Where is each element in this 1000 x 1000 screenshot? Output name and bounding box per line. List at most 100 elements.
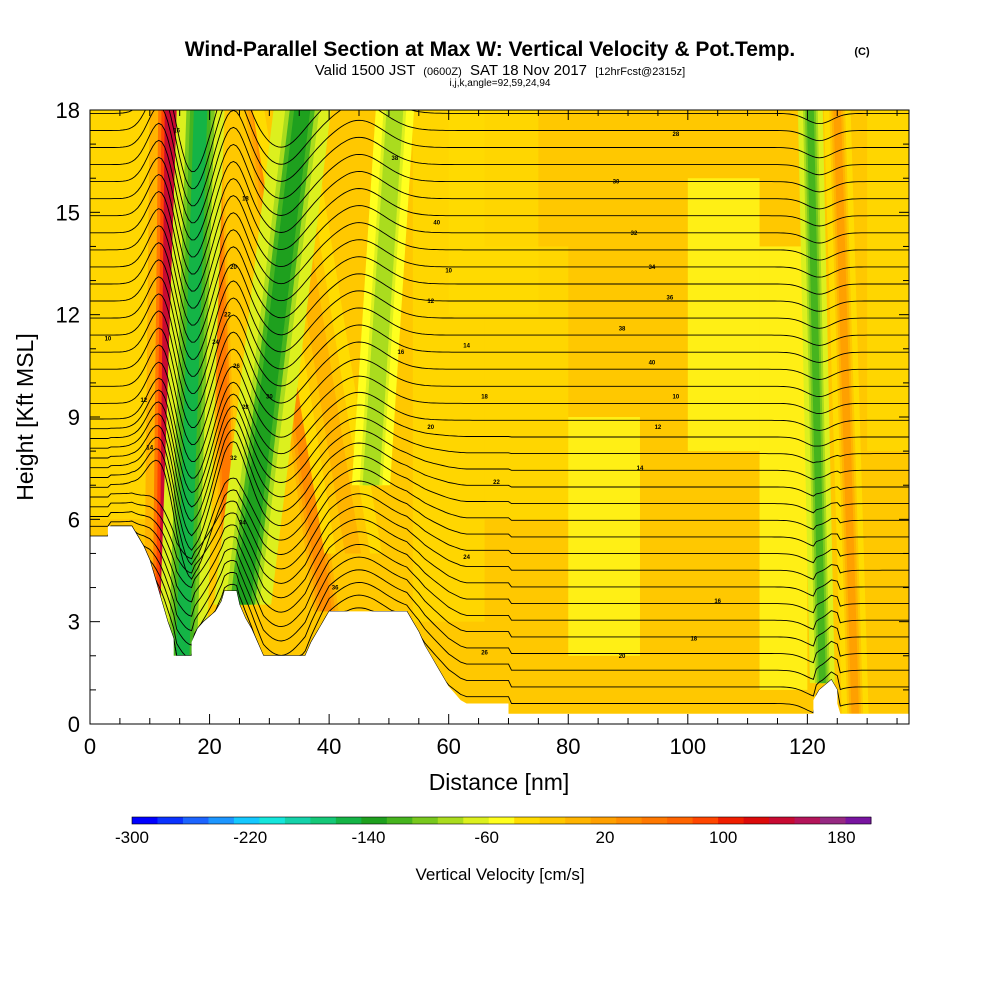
isentrope-label: 12 [427,299,434,305]
colorbar-swatch [743,817,770,824]
isentrope-line [90,110,909,190]
chart-title: Wind-Parallel Section at Max W: Vertical… [185,38,796,61]
isentrope-label: 20 [427,425,434,431]
isentrope-label: 10 [445,268,452,274]
isentrope-label: 34 [649,265,656,271]
isentrope-label: 40 [649,360,656,366]
colorbar-title: Vertical Velocity [cm/s] [415,865,584,884]
colorbar-swatch [845,817,872,824]
x-tick-label: 80 [556,734,580,759]
y-tick-label: 12 [56,303,80,328]
y-tick-label: 6 [68,507,80,532]
isentrope-line [90,413,909,522]
y-axis-label: Height [Kft MSL] [12,333,38,500]
isentrope-label: 20 [619,654,626,660]
y-tick-label: 3 [68,610,80,635]
colorbar-swatch [412,817,439,824]
y-tick-label: 0 [68,712,80,737]
isentrope-line [90,225,909,326]
isentrope-line [90,344,909,446]
isentrope-label: 14 [637,466,644,472]
colorbar-swatch [463,817,490,824]
isentrope-line [90,436,909,551]
x-tick-label: 20 [197,734,221,759]
isentrope-label: 10 [105,337,112,343]
isentrope-label: 38 [392,156,399,162]
isentrope-label: 10 [673,395,680,401]
colorbar-swatch [590,817,617,824]
isentrope-label: 30 [613,180,620,186]
bg-patch [867,110,909,452]
isentrope-line [90,361,909,463]
isentrope-line [90,501,909,584]
isentrope-label: 14 [463,343,470,349]
isentrope-line [90,520,909,614]
isentrope-label: 24 [463,555,470,561]
x-tick-label: 100 [669,734,706,759]
isentrope-line [90,173,909,275]
colorbar-tick-label: -60 [474,828,499,847]
valid-date: SAT 18 Nov 2017 [470,62,587,79]
isentrope-label: 26 [233,364,240,370]
isentrope-line [90,208,909,309]
isentrope-label: 16 [714,599,721,605]
y-tick-label: 9 [68,405,80,430]
bg-patch [568,417,640,656]
colorbar-swatch [386,817,413,824]
isentrope-line [90,139,909,241]
title-copyright-mark: (C) [854,46,870,58]
colorbar-tick-label: 20 [595,828,614,847]
isentrope-label: 18 [481,395,488,401]
colorbar-swatch [310,817,337,824]
isentrope-contours: 10 12 14 16 18 20 22 24 26 28 30 32 34 36 38 40 10 12 14 16… [90,110,909,714]
isentrope-line [90,242,909,343]
isentrope-line [90,525,909,681]
colorbar-swatch [259,817,286,824]
x-tick-label: 0 [84,734,96,759]
colorbar-swatch [335,817,362,824]
colorbar-swatch [488,817,515,824]
isentrope-label: 30 [266,395,273,401]
isentrope-label: 24 [212,340,219,346]
colorbar-swatch [157,817,184,824]
colorbar-swatch [794,817,821,824]
colorbar-swatch [820,817,847,824]
colorbar-swatch [233,817,260,824]
isentrope-label: 40 [433,221,440,227]
isentrope-label: 22 [224,313,231,319]
isentrope-label: 28 [242,405,249,411]
colorbar-swatch [616,817,643,824]
colorbar-frame [131,816,872,825]
isentrope-line [90,122,909,224]
isentrope-label: 32 [631,231,638,237]
colorbar-swatch [539,817,566,824]
colorbar-tick-label: 180 [827,828,855,847]
colorbar-tick-label: -220 [233,828,267,847]
colorbar-tick-label: -140 [351,828,385,847]
x-axis-label: Distance [nm] [429,769,570,795]
isentrope-label: 32 [230,456,237,462]
velocity-bands [143,110,869,714]
colorbar-tick-label: 100 [709,828,737,847]
x-tick-label: 120 [789,734,826,759]
bg-patch [448,110,539,315]
isentrope-label: 12 [655,425,662,431]
isentrope-line [90,293,909,394]
downdraft-band [234,110,311,605]
isentrope-line [90,110,909,173]
isentrope-line [90,276,909,377]
isentrope-line [90,389,909,494]
isentrope-label: 22 [493,480,500,486]
colorbar-swatch [641,817,668,824]
isentrope-line [90,511,909,599]
isentrope-line [90,401,909,508]
isentrope-label: 36 [332,586,339,592]
valid-main: Valid 1500 JST [315,62,415,79]
isentrope-line [90,156,909,258]
bg-patch [759,246,808,690]
isentrope-label: 16 [398,350,405,356]
isentrope-line [90,377,909,479]
y-tick-label: 18 [56,98,80,123]
